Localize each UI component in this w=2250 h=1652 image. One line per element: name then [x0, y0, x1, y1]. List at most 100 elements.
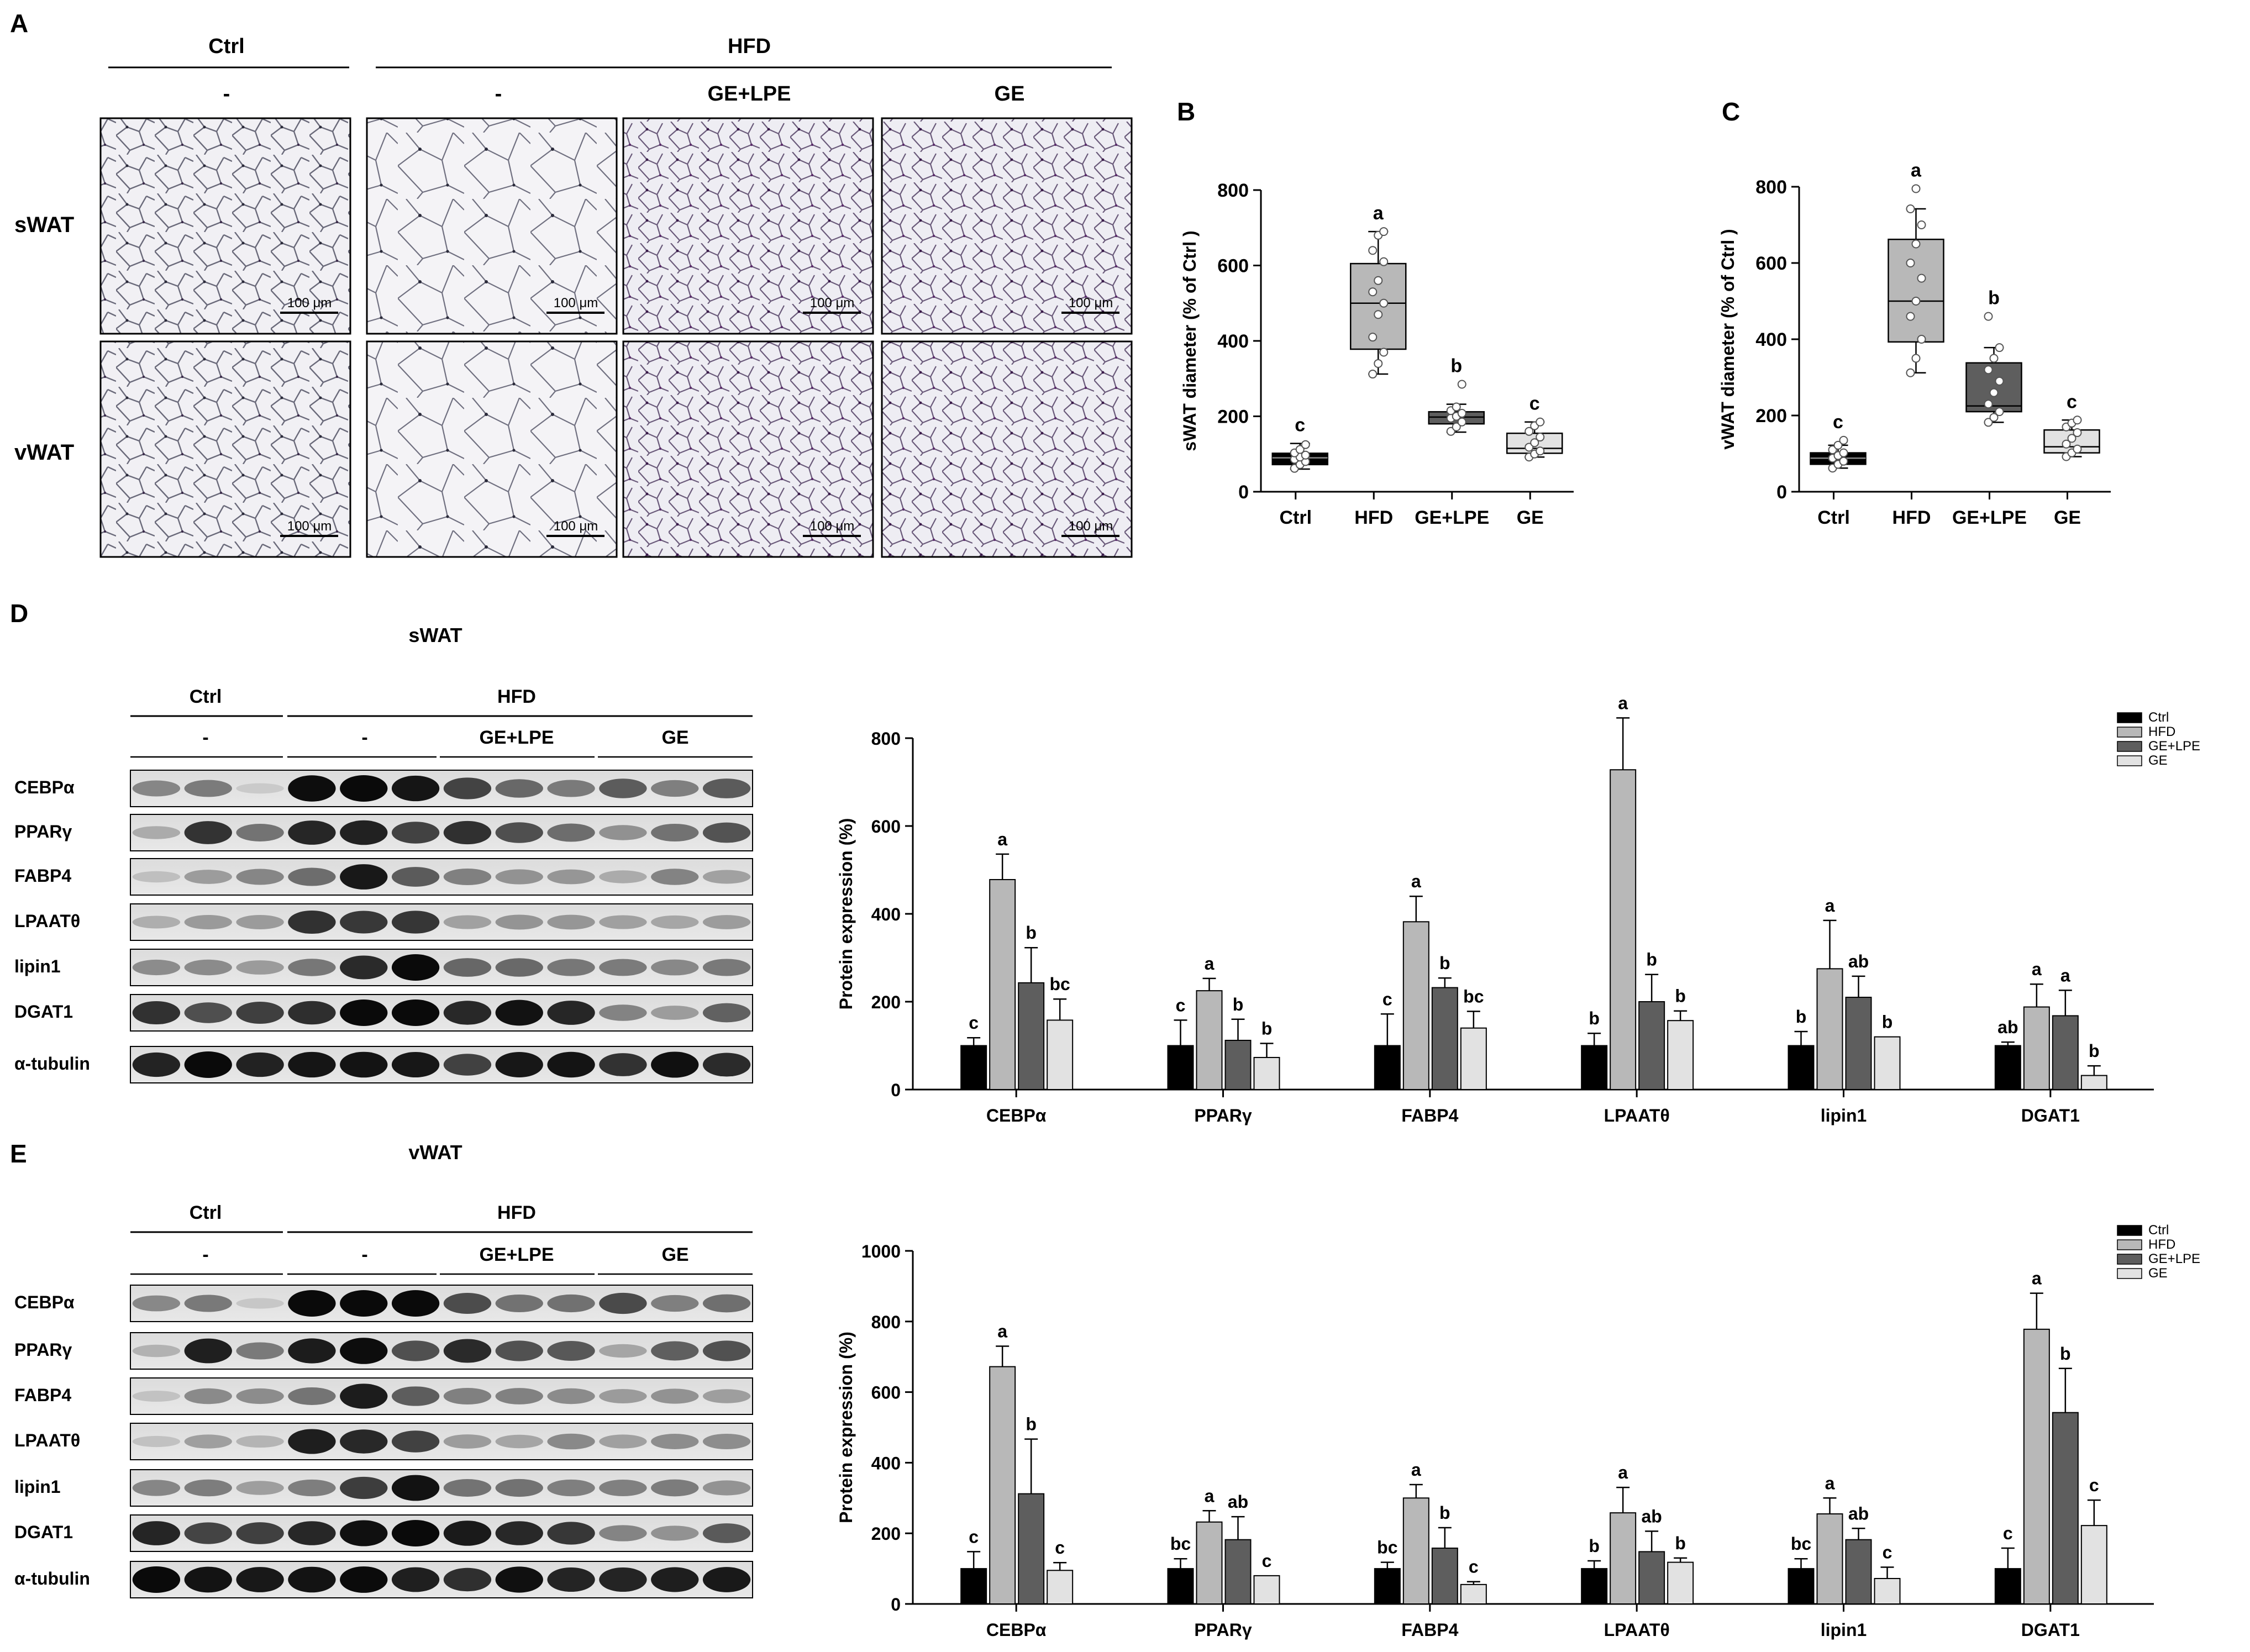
blot-band	[651, 1051, 699, 1078]
blot-band	[340, 1383, 388, 1409]
blot-strip	[130, 994, 753, 1032]
blot-band	[391, 999, 440, 1026]
blot-band	[132, 871, 181, 883]
histology-scale-bar-label: 100 μm	[810, 296, 855, 311]
blot-band	[184, 1051, 232, 1078]
significance-letter: a	[2032, 959, 2042, 979]
significance-letter: b	[1988, 288, 2000, 309]
blot-row: LPAATθ	[14, 903, 753, 941]
data-point	[1906, 312, 1915, 321]
blot-row: LPAATθ	[14, 1423, 753, 1460]
data-point	[2073, 444, 2082, 454]
blot-strip	[130, 1377, 753, 1415]
bar-HFD	[989, 878, 1016, 1090]
blot-band	[702, 870, 751, 884]
data-point	[1379, 298, 1389, 308]
significance-letter: c	[1176, 995, 1186, 1015]
blot-band	[184, 1002, 232, 1023]
blot-band	[495, 958, 543, 977]
data-point	[1368, 333, 1378, 342]
data-point	[1368, 370, 1378, 379]
blot-band	[340, 1290, 388, 1317]
significance-letter: ab	[1641, 1506, 1662, 1526]
bar-chart-swat-protein: 0 200 400 600 800 Protein expression (%) CEBPα…	[836, 693, 2200, 1125]
data-point	[1906, 368, 1915, 377]
x-tick-label: GE	[1517, 507, 1544, 528]
blot-band	[288, 910, 336, 934]
blot-band	[651, 823, 699, 842]
blot-band	[443, 1567, 492, 1592]
significance-letter: b	[1675, 1533, 1686, 1553]
bar-GE	[1253, 1575, 1280, 1604]
significance-letter: b	[1589, 1008, 1600, 1028]
blot-band	[443, 820, 492, 845]
significance-letter: c	[1883, 1543, 1892, 1562]
blot-band	[702, 1389, 751, 1403]
data-point	[1457, 380, 1466, 389]
data-point	[2067, 434, 2076, 443]
data-point	[1989, 413, 1999, 422]
blot-band	[236, 1388, 284, 1404]
x-tick-label: CEBPα	[986, 1620, 1047, 1640]
blot-band	[236, 783, 284, 794]
blot-band	[547, 780, 595, 797]
histology-image-vwat-ge: 100 μm	[881, 340, 1133, 558]
blot-strip	[130, 814, 753, 851]
data-point	[2073, 428, 2082, 438]
blot-band	[391, 911, 440, 934]
blot-band	[391, 775, 440, 802]
data-point	[2073, 415, 2082, 425]
blot-band	[599, 1479, 647, 1497]
histology-scale-bar-label: 100 μm	[554, 519, 598, 534]
western-blot-vwat: vWAT Ctrl HFD - - GE+LPE GE CEBPα PPARγ FABP4 LPAA…	[14, 1141, 753, 1598]
blot-band	[547, 1294, 595, 1313]
blot-band	[599, 1567, 647, 1592]
blot-band	[132, 1052, 181, 1077]
blot-band	[443, 1054, 492, 1076]
data-point	[1917, 273, 1926, 283]
data-point	[1906, 204, 1915, 214]
blot-band	[184, 1566, 232, 1593]
blot-band	[443, 1339, 492, 1363]
bar-GE	[1667, 1561, 1694, 1604]
blot-row: FABP4	[14, 1377, 753, 1415]
data-point	[1301, 440, 1310, 449]
data-point	[1536, 417, 1545, 427]
blot-band	[651, 869, 699, 885]
x-tick-label: DGAT1	[2021, 1620, 2080, 1640]
blot-group-hfd: HFD	[497, 1202, 536, 1223]
blot-band	[599, 1004, 647, 1021]
y-tick-label: 200	[871, 992, 901, 1012]
blot-band	[288, 1479, 336, 1497]
x-tick-label: lipin1	[1821, 1106, 1867, 1125]
blot-sub-label: GE	[661, 727, 688, 748]
blot-band	[340, 775, 388, 802]
legend-label: GE+LPE	[2148, 739, 2200, 754]
western-blot-swat: sWAT Ctrl HFD - - GE+LPE GE CEBPα PPARγ FABP4 LPAA…	[14, 624, 753, 1083]
blot-band	[391, 1386, 440, 1406]
significance-letter: bc	[1791, 1534, 1811, 1554]
significance-letter: ab	[1848, 951, 1869, 971]
data-point	[1368, 246, 1378, 255]
y-tick-label: 0	[891, 1080, 901, 1100]
bar-GE	[2080, 1525, 2107, 1605]
blot-band	[599, 1053, 647, 1076]
blot-group-ctrl: Ctrl	[190, 1202, 222, 1223]
blot-band	[547, 1479, 595, 1497]
blot-band	[236, 869, 284, 885]
blot-band	[599, 1389, 647, 1403]
blot-band	[236, 1522, 284, 1544]
significance-letter: c	[2003, 1523, 2013, 1543]
significance-letter: b	[1675, 986, 1686, 1006]
histology-scale-bar-label: 100 μm	[1069, 296, 1113, 311]
data-point	[1379, 257, 1389, 266]
blot-band	[443, 915, 492, 929]
blot-band	[236, 1567, 284, 1592]
blot-band	[288, 1338, 336, 1364]
blot-band	[495, 1388, 543, 1404]
significance-letter: b	[1646, 950, 1657, 970]
blot-band	[288, 775, 336, 802]
y-tick-label: 400	[1755, 329, 1787, 350]
y-tick-label: 200	[871, 1524, 901, 1544]
